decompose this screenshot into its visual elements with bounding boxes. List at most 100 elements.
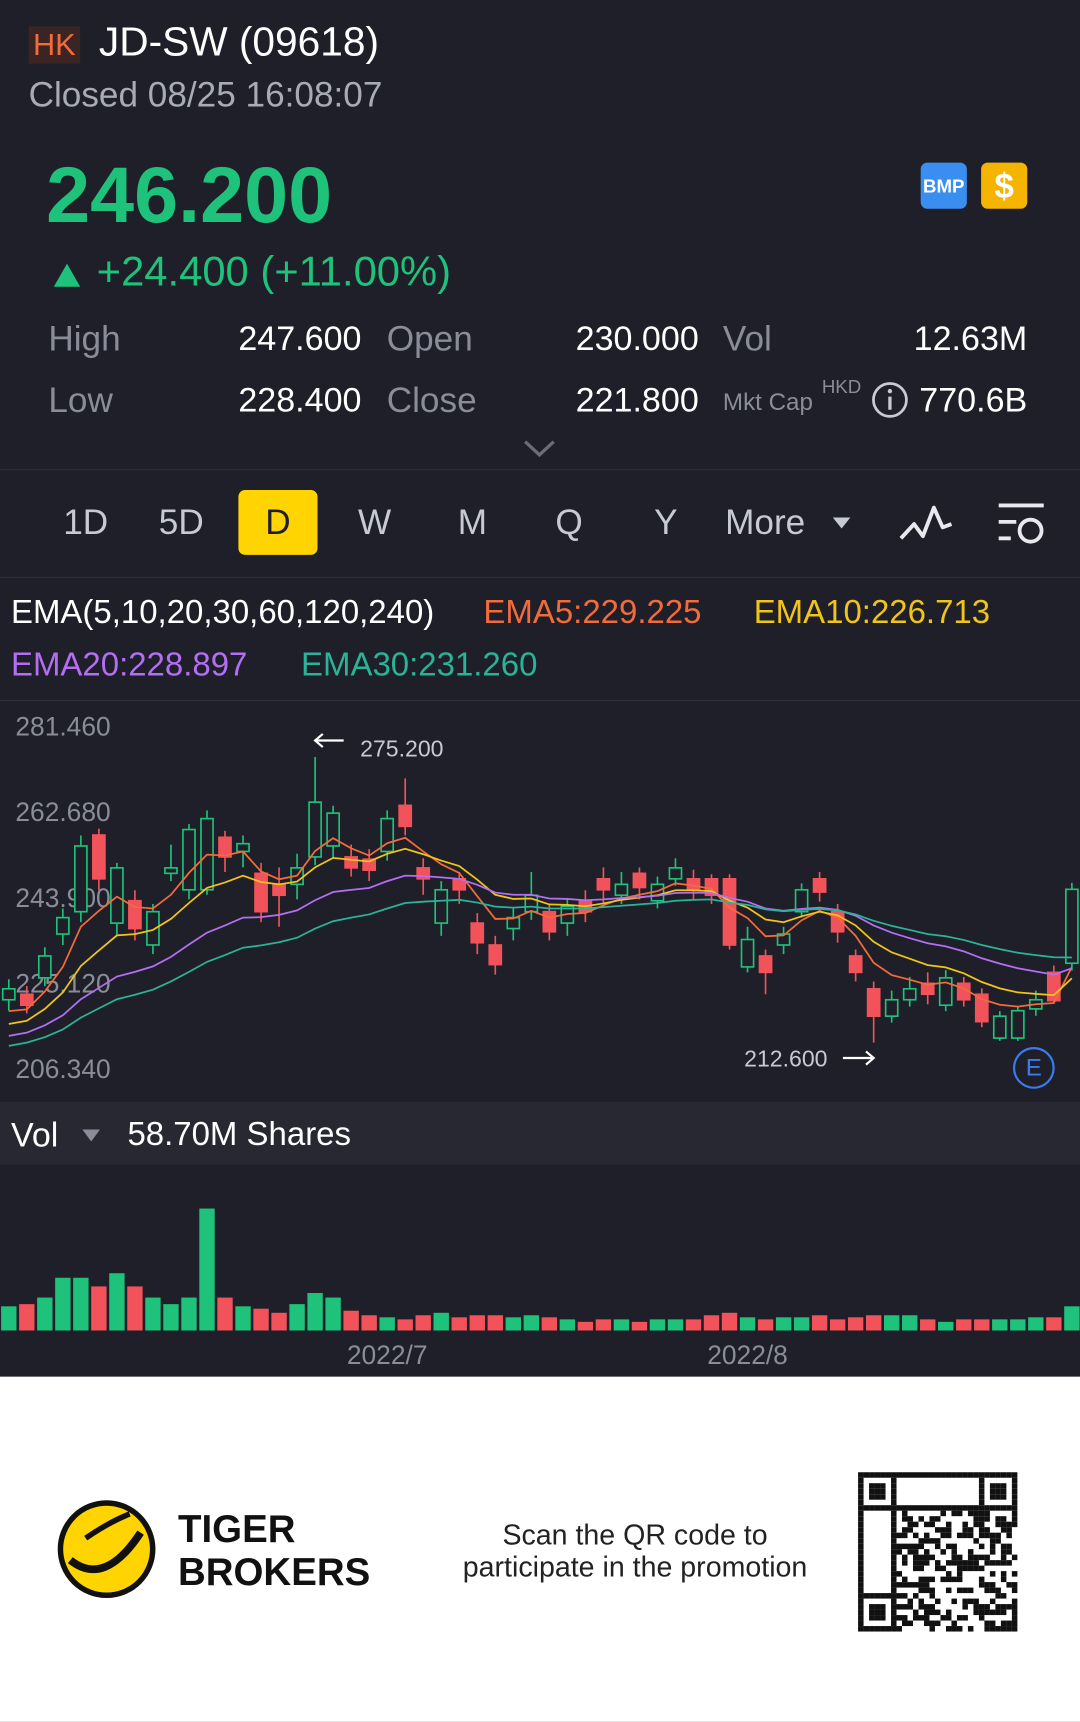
qr-cell: [869, 1505, 875, 1511]
qr-cell: [874, 1488, 881, 1495]
indicator-icon[interactable]: [899, 505, 953, 540]
qr-cell: [896, 1593, 903, 1599]
volume-bar: [55, 1277, 71, 1331]
qr-cell: [984, 1582, 990, 1588]
x-tick-label: 2022/8: [707, 1340, 788, 1370]
settings-icon[interactable]: [998, 503, 1044, 544]
period-tab[interactable]: Q: [555, 502, 583, 542]
qr-cell: [885, 1472, 892, 1478]
qr-cell: [858, 1494, 864, 1500]
candle-body: [992, 1015, 1007, 1039]
volume-bar: [397, 1319, 413, 1331]
market-status: Closed 08/25 16:08:07: [28, 74, 383, 115]
qr-cell: [945, 1543, 952, 1550]
qr-cell: [874, 1505, 881, 1511]
qr-cell: [1000, 1505, 1007, 1511]
qr-cell: [902, 1505, 908, 1511]
period-tab[interactable]: More: [725, 502, 806, 542]
candle-body: [272, 883, 286, 897]
qr-cell: [918, 1554, 924, 1561]
qr-cell: [913, 1532, 919, 1539]
qr-cell: [984, 1516, 990, 1522]
qr-cell: [967, 1554, 974, 1561]
qr-cell: [918, 1587, 924, 1594]
period-tab[interactable]: D: [238, 490, 318, 555]
stat-unit: HKD: [821, 376, 862, 398]
expand-chevron[interactable]: [524, 440, 555, 458]
volume-bar: [343, 1310, 359, 1331]
qr-cell: [962, 1598, 968, 1605]
qr-cell: [951, 1543, 957, 1550]
qr-cell: [923, 1576, 930, 1583]
period-tab[interactable]: M: [457, 502, 488, 542]
more-dropdown[interactable]: [832, 517, 851, 529]
qr-cell: [989, 1532, 996, 1539]
qr-cell: [874, 1626, 881, 1632]
qr-cell: [978, 1582, 985, 1588]
candle-body: [740, 938, 755, 968]
qr-cell: [973, 1560, 979, 1566]
volume-bar: [595, 1319, 612, 1331]
volume-bar: [271, 1312, 287, 1331]
qr-cell: [989, 1620, 996, 1627]
qr-cell: [1006, 1626, 1012, 1632]
volume-bar: [1028, 1317, 1044, 1331]
dollar-badge[interactable]: $: [981, 162, 1028, 209]
qr-cell: [874, 1494, 881, 1500]
qr-cell: [858, 1521, 864, 1528]
qr-cell: [891, 1477, 897, 1484]
qr-cell: [874, 1609, 881, 1616]
info-icon[interactable]: [871, 381, 908, 418]
qr-cell: [891, 1620, 897, 1627]
volume-dropdown[interactable]: [82, 1129, 100, 1142]
volume-bar: [613, 1319, 630, 1331]
qr-cell: [891, 1576, 897, 1583]
qr-cell: [880, 1488, 886, 1495]
ema-line: [8, 874, 1073, 1037]
period-tab[interactable]: Y: [654, 502, 678, 542]
candle-body: [776, 933, 791, 946]
qr-cell: [1006, 1620, 1012, 1627]
qr-cell: [1011, 1521, 1018, 1528]
volume-header-band: [0, 1101, 1080, 1165]
annotation-label: 275.200: [360, 735, 443, 761]
qr-cell: [956, 1505, 963, 1511]
qr-cell: [913, 1560, 919, 1566]
qr-cell: [891, 1488, 897, 1495]
qr-cell: [929, 1620, 935, 1627]
volume-bar: [631, 1321, 648, 1331]
qr-cell: [984, 1609, 990, 1616]
period-tab[interactable]: 5D: [158, 502, 204, 542]
qr-cell: [885, 1593, 892, 1599]
period-tab[interactable]: 1D: [63, 502, 109, 542]
volume-bar: [505, 1317, 521, 1331]
period-tab[interactable]: W: [358, 502, 392, 542]
qr-cell: [978, 1609, 985, 1616]
qr-cell: [902, 1620, 908, 1627]
y-tick-label: 206.340: [15, 1054, 110, 1084]
qr-cell: [896, 1626, 903, 1632]
qr-cell: [1000, 1521, 1007, 1528]
legend-entry: EMA10:226.713: [753, 594, 991, 631]
qr-cell: [956, 1565, 963, 1572]
qr-cell: [880, 1604, 886, 1610]
qr-cell: [1011, 1477, 1018, 1484]
qr-cell: [902, 1516, 908, 1522]
indicator-title: EMA(5,10,20,30,60,120,240): [10, 594, 435, 631]
qr-cell: [951, 1554, 957, 1561]
logo-stripe: [67, 1530, 144, 1574]
candle-body: [164, 867, 178, 875]
annotation-arrow-head: [313, 733, 324, 748]
candle-body: [542, 910, 557, 933]
qr-cell: [880, 1472, 886, 1478]
qr-cell: [1011, 1483, 1018, 1489]
earnings-badge-ring: [1012, 1047, 1055, 1089]
volume-bar: [523, 1315, 540, 1331]
volume-bar: [865, 1315, 882, 1331]
qr-cell: [902, 1472, 908, 1478]
volume-bar: [667, 1319, 684, 1331]
bmp-badge[interactable]: BMP: [920, 162, 967, 209]
candle-body: [380, 817, 395, 853]
qr-cell: [902, 1604, 908, 1610]
qr-cell: [902, 1582, 908, 1588]
